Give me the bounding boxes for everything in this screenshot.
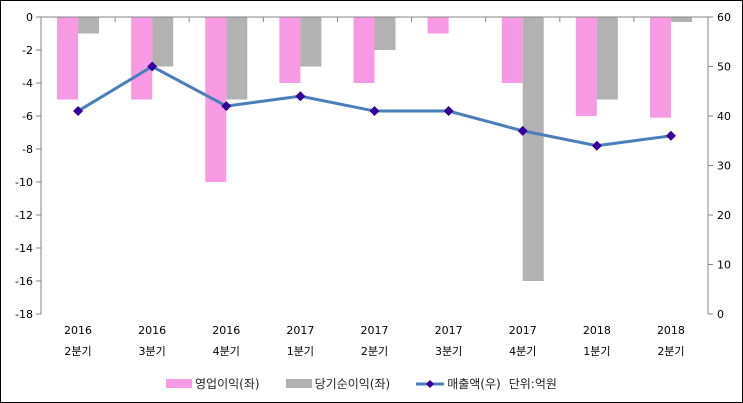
x-tick-label-quarter: 3분기 [435,345,462,358]
x-tick-label-year: 2018 [657,324,685,337]
bar-operating-profit [501,17,523,83]
left-tick-label: -8 [22,143,33,156]
bar-operating-profit [353,17,375,83]
revenue-point [517,125,528,136]
x-tick-label-year: 2016 [138,324,166,337]
revenue-point [665,130,676,141]
bar-operating-profit [427,17,449,34]
bar-operating-profit [131,17,153,100]
x-tick-label-year: 2017 [435,324,463,337]
left-tick-label: -14 [15,242,33,255]
bar-operating-profit [279,17,301,83]
right-tick-label: 20 [717,209,731,222]
right-tick-label: 50 [717,61,731,74]
x-tick-label-quarter: 3분기 [139,345,166,358]
revenue-point [147,61,158,72]
right-tick-label: 30 [717,160,731,173]
legend-item-net-profit: 당기순이익(좌) [285,375,391,392]
revenue-point [369,106,380,117]
x-tick-label-year: 2016 [212,324,240,337]
bar-operating-profit [57,17,79,100]
left-tick-label: -12 [15,209,33,222]
bar-net-profit [374,17,396,50]
x-tick-label-year: 2017 [361,324,389,337]
legend-label: 매출액(우) [447,377,501,391]
x-tick-label-year: 2017 [286,324,314,337]
revenue-point [221,101,232,112]
right-tick-label: 10 [717,259,731,272]
legend-label: 당기순이익(좌) [314,377,391,391]
bar-net-profit [300,17,322,67]
bar-net-profit [78,17,100,34]
left-tick-label: -6 [22,110,33,123]
bar-operating-profit [575,17,597,116]
left-tick-label: -10 [15,176,33,189]
x-tick-label-year: 2017 [509,324,537,337]
legend-item-revenue: 매출액(우) [416,375,501,392]
revenue-point [443,106,454,117]
revenue-point [591,140,602,151]
right-tick-label: 40 [717,110,731,123]
x-tick-label-quarter: 4분기 [509,345,536,358]
left-tick-label: -16 [15,275,33,288]
bar-net-profit [226,17,248,100]
left-tick-label: -18 [15,308,33,321]
bar-net-profit [596,17,618,100]
x-tick-label-quarter: 1분기 [287,345,314,358]
bar-net-profit [670,17,692,22]
legend-swatch [166,379,192,388]
bar-net-profit [522,17,544,281]
left-tick-label: -4 [22,77,33,90]
x-tick-label-quarter: 2분기 [64,345,91,358]
revenue-point [73,106,84,117]
left-tick-label: 0 [26,11,33,24]
bar-net-profit [152,17,174,67]
unit-note: 단위:억원 [508,377,557,391]
bar-operating-profit [649,17,671,118]
legend-swatch [285,379,312,388]
legend: 영업이익(좌) 당기순이익(좌) 매출액(우) 단위:억원 [166,375,557,392]
x-tick-label-quarter: 2분기 [361,345,388,358]
x-tick-label-year: 2016 [64,324,92,337]
legend-item-operating-profit: 영업이익(좌) [166,375,260,392]
legend-label: 영업이익(좌) [195,377,260,391]
legend-line-marker-icon [416,379,445,388]
x-tick-label-quarter: 4분기 [213,345,240,358]
x-tick-label-year: 2018 [583,324,611,337]
x-tick-label-quarter: 2분기 [657,345,684,358]
left-tick-label: -2 [22,44,33,57]
right-tick-label: 0 [717,308,724,321]
right-tick-label: 60 [717,11,731,24]
x-tick-label-quarter: 1분기 [583,345,610,358]
revenue-point [295,91,306,102]
